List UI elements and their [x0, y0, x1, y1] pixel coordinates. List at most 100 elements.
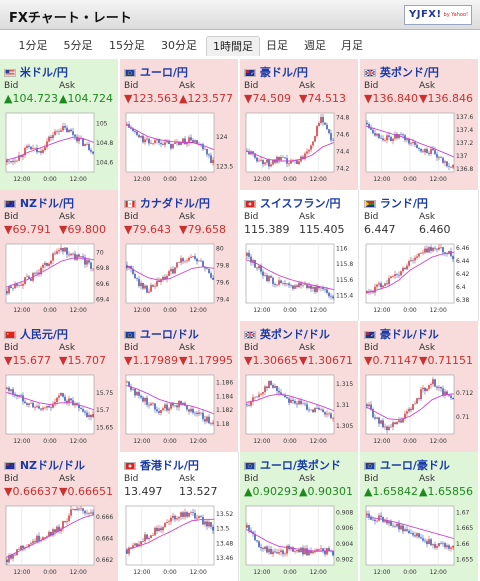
pair-card[interactable]: 豪ドル/円 Bid Ask ▼74.509 ▼74.513 74.8 74.6 74.4 74.…	[240, 59, 359, 191]
pair-title[interactable]: 米ドル/円	[4, 64, 68, 80]
pair-title[interactable]: ユーロ/豪ドル	[364, 457, 450, 473]
candle-body	[280, 157, 282, 161]
candle-body	[368, 291, 370, 292]
pair-card[interactable]: ユーロ/円 Bid Ask ▼123.563 ▲123.577 124 123.5 12:00…	[120, 59, 239, 191]
candle-body	[400, 420, 402, 423]
candle-body	[6, 291, 8, 294]
price-chart[interactable]: 13.52 13.5 13.48 13.46 12:00 0:00 12:00	[124, 503, 236, 577]
pair-title[interactable]: 人民元/円	[4, 326, 68, 342]
tab-4[interactable]: 1時間足	[206, 36, 260, 56]
price-chart[interactable]: 1.315 1.31 1.305 12:00 0:00 12:00	[244, 372, 356, 446]
pair-title[interactable]: 香港ドル/円	[124, 457, 199, 473]
pair-title[interactable]: 英ポンド/円	[364, 64, 439, 80]
candle-body	[188, 257, 190, 261]
tab-6[interactable]: 週足	[304, 39, 326, 52]
candle-body	[452, 397, 454, 399]
pair-card[interactable]: 香港ドル/円 Bid Ask 13.497 13.527 13.52 13.5 13.48 13…	[120, 452, 239, 581]
y-tick-label: 1.182	[216, 407, 233, 414]
y-tick-label: 1.184	[216, 393, 233, 400]
timeframe-tabs: 1分足 5分足 15分足 30分足 1時間足 日足 週足 月足	[0, 31, 480, 59]
candle-body	[174, 267, 176, 274]
tab-1[interactable]: 5分足	[63, 39, 93, 52]
y-tick-label: 15.75	[96, 390, 113, 397]
pair-title[interactable]: ユーロ/円	[124, 64, 188, 80]
pair-card[interactable]: カナダドル/円 Bid Ask ▼79.643 ▼79.658 80 79.8 79.6 79.…	[120, 190, 239, 322]
pair-title[interactable]: NZドル/円	[4, 195, 74, 211]
tab-5[interactable]: 日足	[266, 39, 288, 52]
price-chart[interactable]: 0.908 0.906 0.904 0.902 12:00 0:00 12:00	[244, 503, 356, 577]
candle-body	[184, 512, 186, 517]
price-chart[interactable]: 1.186 1.184 1.182 1.18 12:00 0:00 12:00	[124, 372, 236, 446]
candle-body	[184, 403, 186, 406]
bid-value: ▲1.65842	[364, 485, 418, 498]
tab-2[interactable]: 15分足	[109, 39, 145, 52]
candle-body	[374, 286, 376, 293]
pair-card[interactable]: 米ドル/円 Bid Ask ▲104.723 ▲104.724 105 104.8 104.6…	[0, 59, 119, 191]
pair-title[interactable]: カナダドル/円	[124, 195, 210, 211]
pair-title[interactable]: 豪ドル/円	[244, 64, 308, 80]
price-chart[interactable]: 74.8 74.6 74.4 74.2 12:00 0:00 12:00	[244, 110, 356, 184]
candle-body	[56, 131, 58, 132]
candle-body	[284, 157, 286, 159]
price-chart[interactable]: 70 69.8 69.6 69.4 12:00 0:00 12:00	[4, 241, 116, 315]
tab-0[interactable]: 1分足	[18, 39, 48, 52]
pair-title[interactable]: ランド/円	[364, 195, 428, 211]
candle-body	[154, 527, 156, 536]
price-chart[interactable]: 15.75 15.7 15.65 12:00 0:00 12:00	[4, 372, 116, 446]
candle-body	[182, 138, 184, 143]
tab-3[interactable]: 30分足	[161, 39, 197, 52]
candle-body	[164, 276, 166, 280]
candle-body	[296, 285, 298, 287]
pair-title[interactable]: 英ポンド/ドル	[244, 326, 330, 342]
candle-body	[370, 128, 372, 130]
pair-card[interactable]: スイスフラン/円 Bid Ask 115.389 115.405 116 115.8 115.…	[240, 190, 359, 322]
price-chart[interactable]: 0.712 0.71 12:00 0:00 12:00	[364, 372, 476, 446]
price-chart[interactable]: 137.6 137.4 137.2 137 136.8 12:00 0:00 12:00	[364, 110, 476, 184]
pair-title[interactable]: 豪ドル/ドル	[364, 326, 439, 342]
price-chart[interactable]: 1.67 1.665 1.66 1.655 12:00 0:00 12:00	[364, 503, 476, 577]
candle-body	[448, 166, 450, 167]
pair-card[interactable]: ユーロ/ドル Bid Ask ▼1.17989 ▼1.17995 1.186 1.184 1.…	[120, 321, 239, 453]
pair-card[interactable]: 人民元/円 Bid Ask ▼15.677 ▼15.707 15.75 15.7 15.65 1…	[0, 321, 119, 453]
yjfx-logo[interactable]: YJFX! by Yahoo!	[404, 5, 472, 25]
pair-card[interactable]: NZドル/ドル Bid Ask ▼0.66637 ▼0.66651 0.666 0.664 0…	[0, 452, 119, 581]
price-chart[interactable]: 6.46 6.44 6.42 6.4 6.38 12:00 0:00 12:00	[364, 241, 476, 315]
candle-body	[66, 521, 68, 523]
candle-body	[150, 285, 152, 292]
pair-card[interactable]: 英ポンド/ドル Bid Ask ▼1.30665 ▼1.30671 1.315 1.31 1.…	[240, 321, 359, 453]
candle-body	[304, 284, 306, 285]
pair-card[interactable]: NZドル/円 Bid Ask ▼69.791 ▼69.800 70 69.8 69.6 69.4…	[0, 190, 119, 322]
candle-body	[196, 412, 198, 414]
candle-body	[286, 283, 288, 285]
candle-body	[270, 164, 272, 167]
price-chart[interactable]: 0.666 0.664 0.662 12:00 0:00 12:00	[4, 503, 116, 577]
candle-body	[260, 547, 262, 549]
candle-body	[330, 133, 332, 141]
pair-card[interactable]: 英ポンド/円 Bid Ask ▼136.840 ▼136.846 137.6 137.4 13…	[360, 59, 479, 191]
x-tick-label: 12:00	[310, 569, 327, 576]
tab-7[interactable]: 月足	[341, 39, 363, 52]
pair-title[interactable]: スイスフラン/円	[244, 195, 341, 211]
candle-body	[174, 515, 176, 520]
price-chart[interactable]: 105 104.8 104.6 12:00 0:00 12:00	[4, 110, 116, 184]
candle-body	[434, 247, 436, 249]
pair-card[interactable]: ユーロ/英ポンド Bid Ask ▲0.90293 ▲0.90301 0.908 0.906…	[240, 452, 359, 581]
pair-title[interactable]: NZドル/ドル	[4, 457, 85, 473]
moving-average-line	[5, 514, 95, 558]
candle-body	[316, 286, 318, 292]
candle-body	[404, 413, 406, 419]
candle-body	[320, 116, 322, 124]
candle-body	[70, 509, 72, 516]
price-chart[interactable]: 124 123.5 12:00 0:00 12:00	[124, 110, 236, 184]
pair-card[interactable]: ユーロ/豪ドル Bid Ask ▲1.65842 ▲1.65856 1.67 1.665 1.…	[360, 452, 479, 581]
candle-body	[80, 508, 82, 510]
pair-card[interactable]: 豪ドル/ドル Bid Ask ▼0.71147 ▼0.71151 0.712 0.71 12:…	[360, 321, 479, 453]
pair-card[interactable]: ランド/円 Bid Ask 6.447 6.460 6.46 6.44 6.42 6.4 6.38…	[360, 190, 479, 322]
y-tick-label: 1.18	[216, 421, 230, 428]
pair-title[interactable]: ユーロ/英ポンド	[244, 457, 341, 473]
price-chart[interactable]: 116 115.8 115.6 115.4 12:00 0:00 12:00	[244, 241, 356, 315]
pair-title[interactable]: ユーロ/ドル	[124, 326, 199, 342]
candle-body	[428, 385, 430, 389]
x-tick-label: 12:00	[430, 438, 447, 445]
price-chart[interactable]: 80 79.8 79.6 79.4 12:00 0:00 12:00	[124, 241, 236, 315]
